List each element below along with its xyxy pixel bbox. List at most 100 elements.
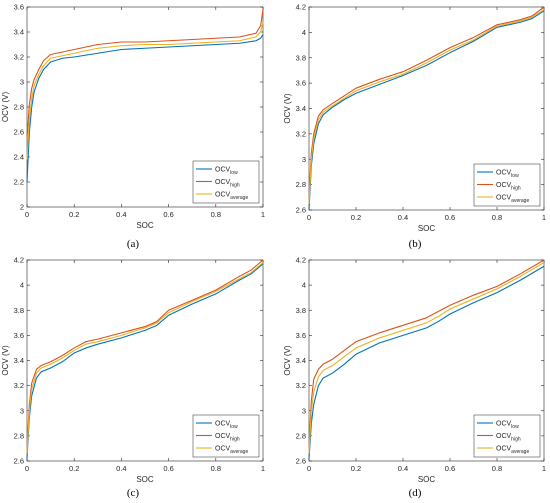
series-line-low: [26, 34, 264, 183]
y-axis-label: OCV (V): [1, 92, 10, 123]
series-line-high: [26, 9, 264, 139]
x-tick-label: 0.2: [351, 213, 361, 222]
series-line-low: [308, 10, 545, 211]
y-tick-label: 2.2: [14, 178, 24, 187]
x-tick-label: 1: [542, 464, 546, 473]
x-tick-label: 1: [261, 464, 265, 473]
x-tick-label: 0.8: [492, 464, 502, 473]
x-axis-label: SOC: [418, 224, 436, 233]
x-tick-label: 0: [25, 464, 29, 473]
x-tick-label: 0: [307, 213, 311, 222]
x-tick-label: 0.2: [69, 210, 79, 219]
y-axis-label: OCV (V): [1, 345, 10, 376]
y-tick-label: 2: [20, 203, 24, 212]
series-line-low: [308, 265, 545, 459]
x-tick-label: 0.8: [492, 213, 502, 222]
legend: OCVlow OCVhigh OCVaverage: [192, 414, 260, 458]
legend-label-high: OCVhigh: [496, 182, 521, 192]
y-tick-label: 2.4: [14, 153, 24, 162]
x-tick-label: 0.6: [445, 464, 455, 473]
x-tick-label: 0: [307, 464, 311, 473]
x-tick-label: 0.2: [351, 464, 361, 473]
y-tick-label: 2.8: [296, 431, 306, 440]
y-tick-label: 3: [302, 406, 306, 415]
panel-caption: (a): [127, 238, 140, 250]
y-tick-label: 3.4: [296, 356, 306, 365]
y-tick-label: 2.8: [14, 431, 24, 440]
x-tick-label: 1: [542, 213, 546, 222]
x-tick-label: 0.6: [445, 213, 455, 222]
y-tick-label: 3.4: [14, 356, 24, 365]
panel-caption: (b): [409, 238, 422, 250]
legend: OCVlow OCVhigh OCVaverage: [192, 160, 260, 204]
y-axis-label: OCV (V): [283, 345, 292, 376]
y-tick-label: 3.2: [14, 53, 24, 62]
series-line-average: [308, 262, 545, 454]
legend-label-average: OCVaverage: [215, 192, 248, 202]
y-tick-label: 2.8: [14, 103, 24, 112]
legend-label-average: OCVaverage: [496, 446, 529, 456]
x-tick-label: 0: [25, 210, 29, 219]
panel-caption: (d): [409, 487, 422, 499]
y-tick-label: 4.2: [296, 3, 306, 12]
y-tick-label: 3.4: [296, 104, 306, 113]
y-tick-label: 2.6: [296, 457, 306, 466]
y-tick-label: 4: [302, 281, 306, 290]
x-axis-label: SOC: [136, 475, 154, 484]
series-line-average: [308, 9, 545, 204]
legend-label-high: OCVhigh: [215, 433, 240, 443]
series-line-high: [308, 259, 545, 449]
x-tick-label: 0.4: [116, 464, 126, 473]
series-line-high: [308, 6, 545, 198]
x-tick-label: 0.8: [211, 464, 221, 473]
y-tick-label: 3: [20, 78, 24, 87]
x-tick-label: 0.6: [163, 464, 173, 473]
y-tick-label: 2.6: [14, 457, 24, 466]
y-tick-label: 3.2: [14, 381, 24, 390]
legend: OCVlow OCVhigh OCVaverage: [473, 163, 541, 207]
legend: OCVlow OCVhigh OCVaverage: [473, 414, 541, 458]
legend-label-high: OCVhigh: [496, 433, 521, 443]
panel-caption: (c): [127, 487, 140, 499]
chart-panel-4: 0 0.2 0.4 0.6 0.8 1 2.6 2.8 3 3.2 3.4 3.6 3.8 4 4.2 SOC…: [283, 256, 546, 499]
chart-panel-2: 0 0.2 0.4 0.6 0.8 1 2.6 2.8 3 3.2 3.4 3.6 3.8 4 4.2 SOC…: [283, 3, 546, 250]
legend-label-low: OCVlow: [496, 421, 519, 431]
x-tick-label: 0.4: [398, 464, 408, 473]
legend-label-average: OCVaverage: [215, 446, 248, 456]
legend-label-average: OCVaverage: [496, 195, 529, 205]
legend-label-low: OCVlow: [496, 170, 519, 180]
y-tick-label: 3.2: [296, 129, 306, 138]
series-line-average: [26, 21, 264, 160]
y-axis-label: OCV (V): [283, 93, 292, 124]
y-tick-label: 3.6: [296, 331, 306, 340]
y-tick-label: 2.6: [296, 206, 306, 215]
x-tick-label: 0.4: [398, 213, 408, 222]
y-tick-label: 3.8: [296, 306, 306, 315]
y-tick-label: 3.6: [296, 79, 306, 88]
series-line-average: [26, 262, 264, 454]
legend-label-low: OCVlow: [215, 167, 238, 177]
series-line-low: [26, 263, 264, 459]
series-line-high: [26, 259, 264, 449]
y-tick-label: 2.8: [296, 180, 306, 189]
y-tick-label: 4.2: [14, 256, 24, 265]
y-tick-label: 4.2: [296, 256, 306, 265]
y-tick-label: 4: [20, 281, 24, 290]
y-tick-label: 3: [302, 155, 306, 164]
y-tick-label: 2.6: [14, 128, 24, 137]
y-tick-label: 3.6: [14, 331, 24, 340]
y-tick-label: 4: [302, 28, 306, 37]
chart-panel-3: 0 0.2 0.4 0.6 0.8 1 2.6 2.8 3 3.2 3.4 3.6 3.8 4 4.2 SOC…: [1, 256, 265, 499]
x-tick-label: 1: [261, 210, 265, 219]
x-tick-label: 0.8: [211, 210, 221, 219]
y-tick-label: 3.8: [296, 53, 306, 62]
legend-label-high: OCVhigh: [215, 179, 240, 189]
x-axis-label: SOC: [136, 221, 154, 230]
x-tick-label: 0.6: [163, 210, 173, 219]
y-tick-label: 3.8: [14, 306, 24, 315]
x-tick-label: 0.4: [116, 210, 126, 219]
chart-panel-1: 0 0.2 0.4 0.6 0.8 1 2 2.2 2.4 2.6 2.8 3 3.2 3.4 3.6 SOC…: [1, 3, 265, 250]
y-tick-label: 3: [20, 406, 24, 415]
y-tick-label: 3.6: [14, 3, 24, 12]
